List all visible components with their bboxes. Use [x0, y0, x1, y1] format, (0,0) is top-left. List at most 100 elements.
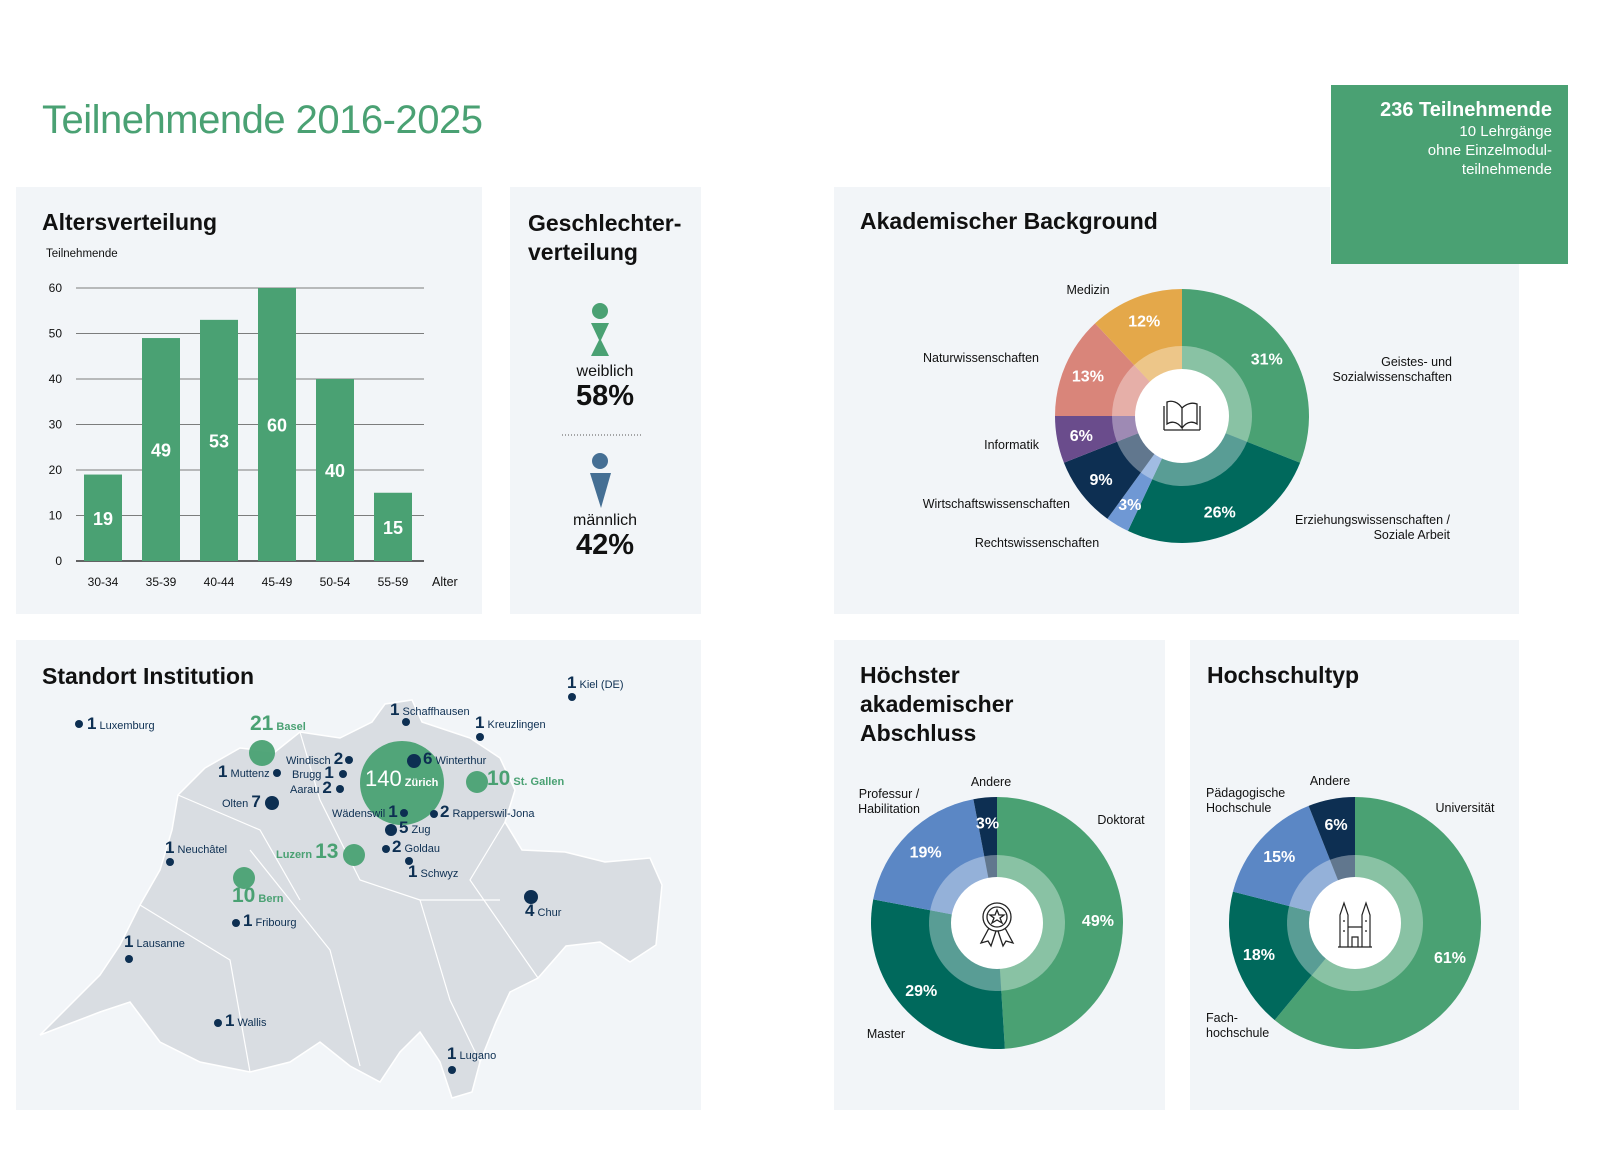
location-marker-wallis	[214, 1019, 222, 1027]
background-panel-ext	[1330, 264, 1519, 614]
female-label: weiblich	[576, 363, 634, 380]
location-count: 7	[251, 792, 261, 811]
location-label: 1 Luxemburg	[87, 715, 155, 733]
location-name: Luzern	[276, 849, 313, 861]
location-name: Luxemburg	[99, 720, 155, 732]
location-marker-windisch	[345, 756, 353, 764]
slice-category-label: Hochschule	[1206, 801, 1271, 815]
map-title: Standort Institution	[42, 663, 255, 689]
x-tick-label: 35-39	[146, 575, 177, 589]
female-pct: 58%	[575, 380, 635, 412]
slice-value-label: 31%	[1251, 351, 1283, 368]
award-icon	[979, 902, 1015, 948]
location-marker-lugano	[448, 1066, 456, 1074]
slice-category-label: Universität	[1435, 801, 1495, 815]
gender-title: Geschlechter-verteilung	[528, 209, 681, 267]
book-icon-path	[1163, 400, 1201, 431]
bar-value-label: 40	[325, 461, 345, 481]
location-marker-luzern	[343, 844, 365, 866]
location-marker-wädenswil	[400, 809, 408, 817]
location-label: Olten 7	[222, 792, 261, 811]
x-tick-label: 30-34	[88, 575, 119, 589]
slice-value-label: 13%	[1072, 368, 1104, 385]
slice-category-label: Medizin	[1066, 283, 1109, 297]
location-count: 1	[567, 673, 577, 692]
location-count: 1	[324, 763, 334, 782]
location-marker-kreuzlingen	[476, 733, 484, 741]
donut-hole	[1309, 877, 1401, 969]
location-count: 2	[333, 749, 344, 768]
location-count: 10	[232, 884, 256, 907]
male-pct: 42%	[575, 529, 635, 561]
location-name: Fribourg	[255, 917, 297, 929]
location-name: Zug	[411, 824, 431, 836]
bar-value-label: 49	[151, 441, 171, 461]
location-marker-goldau	[382, 845, 390, 853]
location-marker-basel	[249, 740, 275, 766]
location-label: 6 Winterthur	[423, 750, 487, 768]
location-label: 1 Wallis	[225, 1012, 266, 1030]
location-marker-schwyz	[405, 857, 413, 865]
donut-hole	[951, 877, 1043, 969]
location-label: 1 Muttenz	[218, 763, 270, 781]
location-marker-kiel-de-	[568, 693, 576, 701]
location-label: 2 Rapperswil-Jona	[440, 803, 534, 821]
slice-value-label: 12%	[1128, 314, 1160, 331]
location-count: 1	[447, 1044, 457, 1063]
location-marker-zug	[385, 824, 397, 836]
slice-category-label: Naturwissenschaften	[923, 351, 1039, 365]
location-name: Goldau	[404, 843, 441, 855]
bar-30-34	[84, 474, 122, 561]
location-name: Chur	[537, 907, 562, 919]
slice-doktorat	[997, 797, 1123, 1049]
location-marker-st-gallen	[466, 771, 488, 793]
location-name: Bern	[258, 893, 284, 905]
award-icon-circle	[982, 902, 1012, 932]
award-icon-inner	[986, 906, 1008, 928]
slice-value-label: 61%	[1434, 950, 1466, 967]
cathedral-icon	[1338, 901, 1372, 948]
location-count: 1	[475, 713, 485, 732]
bar-45-49	[258, 288, 296, 561]
cathedral-icon-path	[1338, 901, 1372, 948]
location-label: 1 Schaffhausen	[390, 701, 470, 719]
location-count: 140	[365, 766, 402, 791]
background-title: Akademischer Background	[860, 208, 1158, 234]
location-name: Wädenswil	[332, 808, 386, 820]
gender-title-2: verteilung	[528, 239, 638, 265]
slice-category-label: Rechtswissenschaften	[975, 536, 1099, 550]
summary-line: teilnehmende	[1461, 161, 1552, 178]
canton-border	[249, 849, 361, 1067]
location-marker-rapperswil-jona	[430, 810, 438, 818]
y-tick-label: 20	[49, 463, 63, 477]
location-name: Lausanne	[136, 938, 185, 950]
slice-category-label: Sozialwissenschaften	[1332, 370, 1452, 384]
location-marker-fribourg	[232, 919, 240, 927]
y-tick-label: 50	[49, 327, 63, 341]
slice-value-label: 3%	[1118, 497, 1141, 514]
location-name: Lugano	[459, 1050, 497, 1062]
location-name: Olten	[222, 798, 249, 810]
location-label: Wädenswil 1	[332, 802, 398, 821]
slice-category-label: hochschule	[1206, 1026, 1269, 1040]
location-marker-zürich	[360, 741, 444, 825]
x-tick-label: 40-44	[204, 575, 235, 589]
switzerland-map-shape	[39, 699, 663, 1099]
slice-category-label: Andere	[971, 775, 1011, 789]
book-icon	[1163, 400, 1201, 431]
location-name: Aarau	[290, 784, 320, 796]
location-label: 4 Chur	[525, 902, 562, 920]
location-label: 1 Kreuzlingen	[475, 713, 546, 732]
slice-category-label: Pädagogische	[1206, 786, 1285, 800]
slice-category-label: Geistes- und	[1381, 355, 1452, 369]
location-count: 1	[388, 802, 398, 821]
location-label: 21 Basel	[250, 713, 306, 734]
slice-value-label: 15%	[1263, 849, 1295, 866]
location-name: Winterthur	[435, 755, 487, 767]
x-tick-label: 55-59	[378, 575, 409, 589]
location-count: 2	[322, 778, 332, 797]
age-xlabel: Alter	[432, 575, 458, 589]
canton-border	[299, 731, 500, 901]
location-label: 10 St. Gallen	[487, 768, 564, 789]
